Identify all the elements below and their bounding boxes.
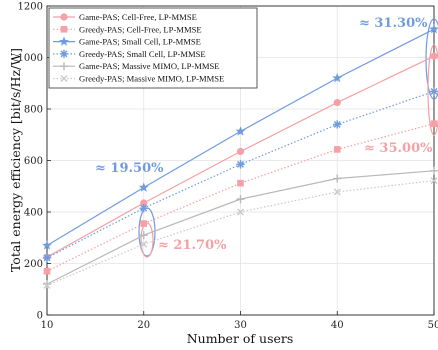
legend: Game-PAS; Cell-Free, LP-MMSE Greedy-PAS; … (48, 7, 258, 89)
y-tick-label: 600 (24, 156, 43, 167)
data-point (139, 203, 148, 213)
data-point (237, 179, 244, 187)
annotation-35-00: ≈ 35.00% (364, 141, 433, 156)
data-point (237, 208, 244, 216)
data-point (140, 199, 148, 207)
data-point (236, 195, 245, 204)
legend-entry: Game-PAS; Massive MIMO, LP-MMSE (53, 61, 220, 71)
y-axis-label: Total energy efficiency [bit/s/Hz/W] (8, 48, 23, 272)
data-point (333, 188, 341, 196)
legend-label: Greedy-PAS; Cell-Free, LP-MMSE (79, 24, 202, 34)
annotation-19-50: ≈ 19.50% (95, 161, 164, 176)
data-point (429, 87, 438, 96)
data-point (42, 253, 52, 263)
data-point (236, 160, 245, 169)
data-point (42, 240, 52, 250)
x-tick-label: 20 (137, 320, 150, 331)
legend-marker (59, 49, 69, 59)
y-tick-label: 1200 (18, 2, 43, 13)
oval-50-small-cell (425, 18, 438, 100)
oval-20-cell-free (140, 222, 154, 258)
data-point (430, 177, 438, 185)
legend-marker (59, 36, 69, 46)
y-tick-label: 800 (24, 105, 43, 116)
data-point (430, 166, 438, 175)
data-point (333, 98, 341, 107)
annotation-21-70: ≈ 21.70% (158, 238, 227, 253)
legend-entry: Greedy-PAS; Cell-Free, LP-MMSE (53, 24, 202, 34)
data-point (333, 174, 342, 183)
axis-ticks: 10 20 30 40 50 0 200 400 600 800 1000 1200 (18, 2, 438, 332)
series-3 (42, 23, 438, 250)
annotation-31-30: ≈ 31.30% (359, 16, 428, 31)
x-tick-label: 50 (428, 320, 438, 331)
y-tick-label: 1000 (18, 53, 43, 64)
series-6 (43, 177, 438, 289)
data-point (43, 281, 51, 289)
oval-50-cell-free (427, 44, 438, 136)
x-axis-label: Number of users (187, 331, 294, 346)
legend-marker (60, 13, 68, 21)
legend-label: Game-PAS; Small Cell, LP-MMSE (79, 37, 201, 47)
x-tick-label: 40 (331, 320, 344, 331)
data-point (140, 240, 148, 248)
data-point (332, 72, 343, 83)
legend-label: Greedy-PAS; Massive MIMO, LP-MMSE (79, 74, 224, 84)
x-tick-label: 30 (234, 320, 247, 331)
legend-label: Greedy-PAS; Small Cell, LP-MMSE (79, 49, 206, 59)
x-tick-label: 10 (41, 320, 54, 331)
legend-entry: Game-PAS; Cell-Free, LP-MMSE (53, 12, 197, 22)
data-point (43, 267, 51, 275)
legend-marker (60, 75, 68, 82)
data-point (333, 146, 341, 153)
legend-label: Game-PAS; Cell-Free, LP-MMSE (79, 12, 197, 22)
legend-marker (60, 62, 68, 71)
y-tick-label: 0 (37, 311, 43, 322)
data-point (430, 52, 438, 60)
legend-entry: Greedy-PAS; Small Cell, LP-MMSE (53, 49, 206, 59)
data-point (43, 280, 51, 289)
data-point (429, 23, 438, 34)
series-5 (43, 166, 438, 289)
y-tick-label: 400 (24, 208, 43, 219)
data-point (236, 147, 245, 156)
legend-marker (60, 26, 68, 33)
y-tick-label: 200 (24, 259, 43, 270)
data-point (139, 231, 148, 240)
series-4 (42, 87, 438, 263)
data-point (235, 126, 246, 136)
legend-entry: Greedy-PAS; Massive MIMO, LP-MMSE (53, 74, 224, 84)
legend-entry: Game-PAS; Small Cell, LP-MMSE (53, 36, 201, 47)
data-point (138, 182, 149, 192)
data-point (430, 120, 438, 127)
series-2 (43, 120, 438, 275)
data-point (333, 120, 342, 129)
series-group (42, 23, 438, 289)
data-point (140, 220, 148, 227)
legend-box (48, 7, 258, 89)
legend-label: Game-PAS; Massive MIMO, LP-MMSE (79, 61, 220, 71)
